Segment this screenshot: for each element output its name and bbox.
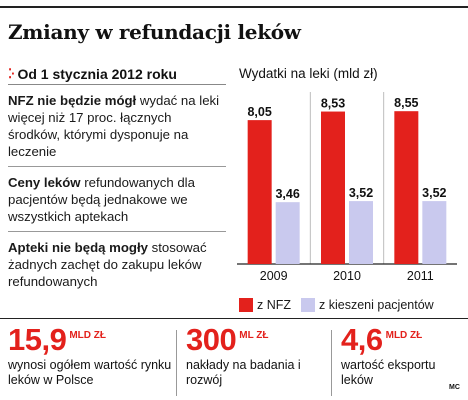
fact-text: stosować żadnych zachęt do zakupu leków … (8, 240, 207, 289)
fact-item: Ceny leków refundowanych dla pacjentów b… (8, 167, 226, 232)
bar-patients-2011 (422, 201, 447, 264)
x-tick-label: 2010 (333, 269, 361, 283)
bar-patients-2010 (349, 201, 373, 264)
stat-desc: wynosi ogółem wartość rynku leków w Pols… (8, 358, 172, 387)
data-label: 8,55 (394, 96, 418, 110)
data-label: 3,52 (422, 186, 446, 200)
spending-chart: Wydatki na leki (mld zł) 8,05 3,46 2009 8,5… (233, 64, 461, 314)
legend-item-patients: z kieszeni pacjentów (301, 298, 434, 312)
stat-unit: MLD ZŁ (69, 330, 106, 341)
data-label: 8,53 (321, 97, 345, 111)
chart-title: Wydatki na leki (mld zł) (239, 66, 378, 81)
stat-export: 4,6 MLD ZŁ wartość eksportu leków (341, 322, 451, 388)
bar-patients-2009 (275, 202, 300, 264)
legend-swatch-patients (301, 298, 316, 312)
fact-text: refundowanych dla pacjentów będą jednako… (8, 175, 195, 224)
stat-unit: MLD ZŁ (385, 330, 423, 341)
legend-swatch-nfz (239, 298, 253, 312)
x-tick-label: 2011 (407, 269, 434, 283)
fact-item: NFZ nie będzie mógł wydać na leki więcej… (8, 85, 226, 167)
stat-unit: ML ZŁ (239, 330, 269, 341)
stat-separator (331, 330, 332, 396)
facts-section-label: Od 1 stycznia 2012 roku (17, 66, 177, 82)
fact-item: Apteki nie będą mogły stosować żadnych z… (8, 232, 226, 296)
stat-value: 4,6 (341, 322, 383, 357)
data-label: 3,46 (275, 187, 299, 201)
x-tick-label: 2009 (260, 269, 288, 283)
fact-bold: Apteki nie będą mogły (8, 240, 148, 255)
top-rule (0, 6, 468, 8)
facts-panel: ⁚· Od 1 stycznia 2012 roku NFZ nie będzi… (8, 64, 226, 296)
author-credit: MC (449, 384, 460, 391)
stat-value: 15,9 (8, 322, 67, 357)
fact-bold: Ceny leków (8, 175, 81, 190)
stat-desc: nakłady na badania i rozwój (186, 358, 301, 387)
data-label: 3,52 (349, 186, 373, 200)
legend-label-nfz: z NFZ (257, 298, 292, 312)
bar-nfz-2011 (394, 111, 419, 264)
bar-nfz-2009 (247, 120, 272, 264)
data-label: 8,05 (247, 105, 271, 119)
stat-separator (176, 330, 177, 396)
facts-section-title: ⁚· Od 1 stycznia 2012 roku (8, 64, 226, 85)
stat-value: 300 (186, 322, 237, 357)
legend-item-nfz: z NFZ (239, 298, 291, 312)
stat-market-value: 15,9 MLD ZŁ wynosi ogółem wartość rynku l… (8, 322, 173, 388)
bar-nfz-2010 (321, 111, 345, 264)
stat-rnd: 300 ML ZŁ nakłady na badania i rozwój (186, 322, 326, 388)
stats-divider (0, 318, 468, 319)
dots-icon: ⁚· (8, 66, 16, 81)
stat-desc: wartość eksportu leków (341, 358, 436, 387)
legend-label-patients: z kieszeni pacjentów (319, 298, 434, 312)
chart-canvas: 8,05 3,46 2009 8,53 3,52 2010 8,55 3,52 2011 (237, 92, 457, 283)
fact-bold: NFZ nie będzie mógł (8, 93, 137, 108)
fact-text: wydać na leki więcej niż 17 proc. łączny… (8, 93, 220, 159)
chart-legend: z NFZ z kieszeni pacjentów (239, 298, 444, 312)
page-title: Zmiany w refundacji leków (8, 20, 301, 44)
